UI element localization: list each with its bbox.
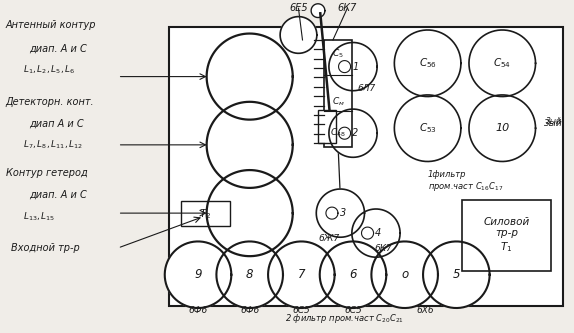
Text: 9: 9 [194,268,202,281]
Text: o: o [401,268,408,281]
Bar [324,40,352,147]
Text: 1фильтр
пром.част $C_{16}C_{17}$: 1фильтр пром.част $C_{16}C_{17}$ [428,169,503,193]
Text: 8: 8 [246,268,254,281]
Polygon shape [339,127,351,139]
Text: 6Л7: 6Л7 [357,84,375,93]
Text: 3ый: 3ый [544,119,563,128]
Text: Детекторн. конт.: Детекторн. конт. [6,97,94,107]
Text: 6С5: 6С5 [293,306,310,315]
Polygon shape [329,109,377,157]
Polygon shape [352,209,400,257]
Text: 6: 6 [349,268,357,281]
Polygon shape [320,241,386,308]
Text: $C_{48}$: $C_{48}$ [330,127,346,140]
Text: $C_{{56}}$: $C_{{56}}$ [418,56,437,70]
Polygon shape [469,95,536,162]
Polygon shape [165,241,231,308]
Text: 6К7: 6К7 [338,3,357,13]
Text: Входной тр-р: Входной тр-р [11,243,80,253]
Polygon shape [280,17,317,53]
Polygon shape [326,207,338,219]
Text: диап. А и С: диап. А и С [29,43,87,53]
Bar [169,27,563,306]
Text: $C_{{53}}$: $C_{{53}}$ [418,121,437,135]
Text: Контур гетерод: Контур гетерод [6,168,87,178]
Polygon shape [207,34,293,120]
Polygon shape [311,4,325,18]
Text: $L_7,L_8,L_{11},L_{12}$: $L_7,L_8,L_{11},L_{12}$ [23,139,83,151]
Polygon shape [394,95,461,162]
Text: 1: 1 [352,62,359,72]
Text: 5: 5 [452,268,460,281]
Text: 3: 3 [340,208,346,218]
Polygon shape [207,102,293,188]
Polygon shape [207,170,293,256]
Polygon shape [371,241,438,308]
Polygon shape [316,189,364,237]
Text: диап А и С: диап А и С [29,118,83,128]
Text: 6К7: 6К7 [374,243,393,253]
Text: Силовой
тр-р
$T_1$: Силовой тр-р $T_1$ [483,217,530,254]
Text: $C_м$: $C_м$ [332,95,344,108]
Text: 6Е5: 6Е5 [289,3,308,13]
Text: 6С5: 6С5 [344,306,362,315]
Text: $C_{{54}}$: $C_{{54}}$ [493,56,511,70]
Polygon shape [216,241,283,308]
Text: 6Ф6: 6Ф6 [240,306,259,315]
Text: 2 фильтр пром.част $C_{20}C_{21}$: 2 фильтр пром.част $C_{20}C_{21}$ [285,312,404,325]
Polygon shape [339,61,351,73]
Text: 4: 4 [375,228,382,238]
Polygon shape [423,241,490,308]
Text: 3ый: 3ый [546,117,562,126]
Text: 6Ж7: 6Ж7 [318,233,340,243]
Bar [181,201,230,226]
Text: 6Х6: 6Х6 [416,306,433,315]
Polygon shape [268,241,335,308]
Text: $C_5$: $C_5$ [332,47,344,60]
Text: 7: 7 [297,268,305,281]
Polygon shape [362,227,374,239]
Polygon shape [394,30,461,97]
Bar [318,110,336,143]
Text: 6Ф6: 6Ф6 [188,306,208,315]
Text: 2: 2 [352,128,359,138]
Text: Антенный контур: Антенный контур [6,20,96,30]
Text: диап. А и С: диап. А и С [29,190,87,200]
Text: $L_1,L_2,L_5,L_6$: $L_1,L_2,L_5,L_6$ [23,64,75,76]
Bar [462,200,551,271]
Polygon shape [329,43,377,91]
Text: $L_{13}, L_{15}$: $L_{13}, L_{15}$ [23,210,55,223]
Polygon shape [469,30,536,97]
Text: $T_2$: $T_2$ [199,207,211,221]
Text: 10: 10 [495,123,509,133]
